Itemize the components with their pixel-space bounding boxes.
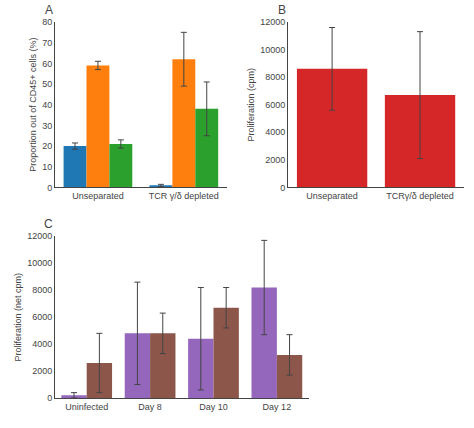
svg-text:Proportion out of CD45+ cells: Proportion out of CD45+ cells (%) (28, 38, 38, 172)
svg-text:50: 50 (42, 79, 52, 89)
svg-text:A: A (45, 3, 53, 17)
svg-text:0: 0 (47, 393, 52, 403)
svg-text:Day 8: Day 8 (138, 402, 162, 412)
svg-text:70: 70 (42, 38, 52, 48)
svg-text:TCR γ/δ depleted: TCR γ/δ depleted (149, 191, 219, 201)
svg-text:20: 20 (42, 141, 52, 151)
svg-text:0: 0 (280, 183, 285, 193)
svg-text:12000: 12000 (27, 231, 52, 241)
svg-text:Day 10: Day 10 (199, 402, 228, 412)
svg-text:60: 60 (42, 59, 52, 69)
svg-text:TCRγ/δ depleted: TCRγ/δ depleted (386, 191, 454, 201)
svg-text:Proliferation (cpm): Proliferation (cpm) (246, 68, 256, 142)
svg-text:8000: 8000 (265, 72, 285, 82)
svg-text:2000: 2000 (265, 155, 285, 165)
svg-text:40: 40 (42, 100, 52, 110)
svg-text:10000: 10000 (260, 45, 285, 55)
svg-text:80: 80 (42, 17, 52, 27)
svg-text:6000: 6000 (265, 100, 285, 110)
svg-text:Uninfected: Uninfected (65, 402, 108, 412)
svg-text:B: B (278, 3, 286, 17)
svg-text:4000: 4000 (32, 339, 52, 349)
svg-text:4000: 4000 (265, 127, 285, 137)
svg-text:Unseparated: Unseparated (72, 191, 124, 201)
svg-text:C: C (44, 217, 53, 231)
svg-text:0: 0 (47, 183, 52, 193)
svg-text:8000: 8000 (32, 285, 52, 295)
svg-text:30: 30 (42, 121, 52, 131)
svg-text:6000: 6000 (32, 312, 52, 322)
svg-text:Proliferation (net cpm): Proliferation (net cpm) (13, 273, 23, 362)
svg-text:Unseparated: Unseparated (306, 191, 358, 201)
svg-text:2000: 2000 (32, 366, 52, 376)
svg-text:10: 10 (42, 162, 52, 172)
svg-text:Day 12: Day 12 (263, 402, 292, 412)
svg-text:12000: 12000 (260, 17, 285, 27)
svg-text:10000: 10000 (27, 258, 52, 268)
